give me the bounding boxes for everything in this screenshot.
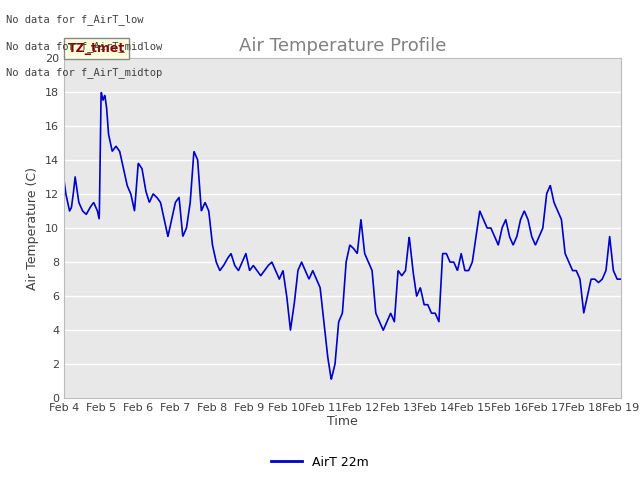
Text: No data for f_AirT_midlow: No data for f_AirT_midlow	[6, 41, 163, 52]
Title: Air Temperature Profile: Air Temperature Profile	[239, 36, 446, 55]
Text: No data for f_AirT_midtop: No data for f_AirT_midtop	[6, 67, 163, 78]
Text: TZ_tmet: TZ_tmet	[68, 42, 125, 55]
X-axis label: Time: Time	[327, 415, 358, 428]
Legend: AirT 22m: AirT 22m	[266, 451, 374, 474]
Y-axis label: Air Temperature (C): Air Temperature (C)	[26, 167, 40, 289]
Text: No data for f_AirT_low: No data for f_AirT_low	[6, 14, 144, 25]
